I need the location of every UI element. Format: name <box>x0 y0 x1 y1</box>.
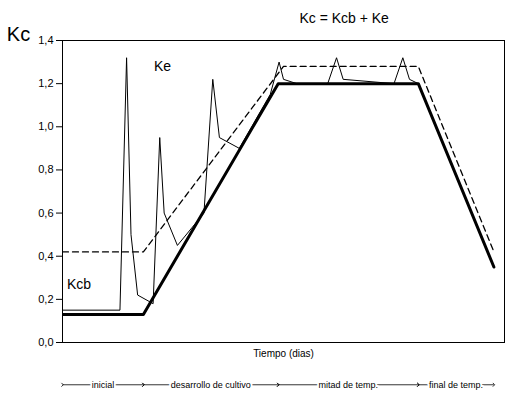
svg-text:Kcb: Kcb <box>67 276 91 292</box>
svg-text:desarrollo de cultivo: desarrollo de cultivo <box>171 380 251 390</box>
svg-text:Ke: Ke <box>154 58 171 74</box>
svg-text:Kc: Kc <box>7 23 30 45</box>
svg-text:0,2: 0,2 <box>38 293 53 305</box>
svg-text:0,4: 0,4 <box>38 250 53 262</box>
svg-text:1,4: 1,4 <box>38 34 53 46</box>
svg-text:Tiempo (dias): Tiempo (dias) <box>253 348 314 359</box>
svg-text:0,0: 0,0 <box>38 336 53 348</box>
svg-text:inicial: inicial <box>92 380 115 390</box>
svg-text:1,0: 1,0 <box>38 120 53 132</box>
svg-text:0,8: 0,8 <box>38 163 53 175</box>
svg-text:0,6: 0,6 <box>38 207 53 219</box>
svg-text:final de temp.: final de temp. <box>429 380 483 390</box>
svg-text:Kc = Kcb + Ke: Kc = Kcb + Ke <box>299 10 389 26</box>
svg-text:mitad de temp.: mitad de temp. <box>318 380 378 390</box>
svg-text:1,2: 1,2 <box>38 77 53 89</box>
